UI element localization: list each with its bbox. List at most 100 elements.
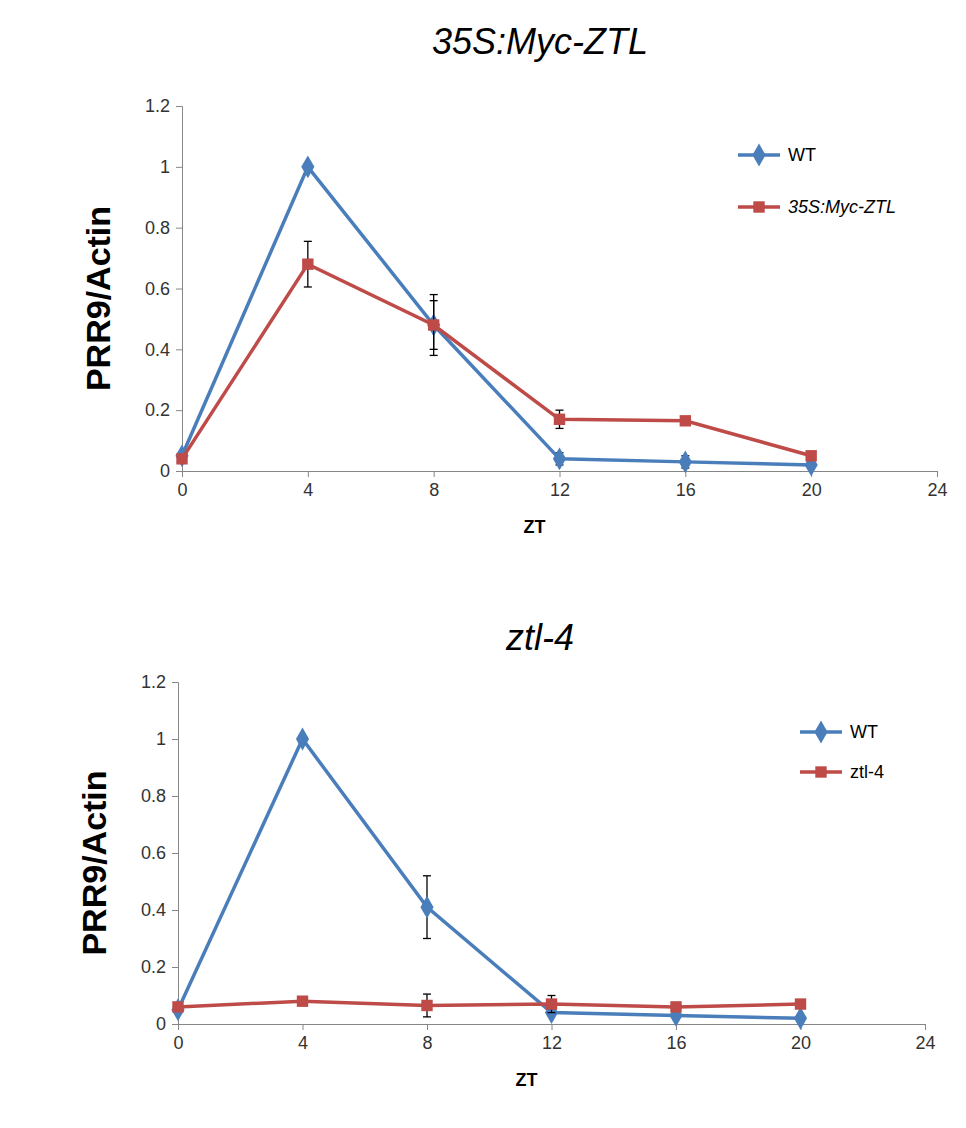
x-tick-mark [308, 471, 309, 477]
y-axis: 00.20.40.60.811.2 [141, 672, 179, 1034]
error-cap [430, 294, 438, 295]
x-tick-label: 0 [177, 480, 187, 500]
y-tick-label: 0.4 [145, 340, 170, 360]
error-cap [430, 355, 438, 356]
y-tick: 0 [156, 1014, 178, 1034]
x-tick-mark [552, 1024, 553, 1030]
x-tick: 24 [927, 471, 947, 500]
legend: WT 35S:Myc-ZTL [738, 144, 896, 217]
legend-marker [753, 201, 764, 212]
x-axis-line [179, 1025, 926, 1031]
marker [553, 447, 566, 470]
x-tick-mark [427, 1024, 428, 1030]
plot-area [175, 155, 817, 476]
x-tick: 0 [177, 471, 187, 500]
x-tick-label: 20 [802, 480, 822, 500]
x-tick-label: 8 [422, 1033, 432, 1053]
x-tick-mark [560, 471, 561, 477]
legend-item: 35S:Myc-ZTL [738, 197, 896, 217]
y-tick-label: 0.4 [141, 900, 166, 920]
legend-marker [815, 766, 826, 777]
y-tick: 0.2 [145, 400, 182, 420]
x-tick-label: 24 [915, 1033, 935, 1053]
x-tick-label: 20 [791, 1033, 811, 1053]
chart: 35S:Myc-ZTL0481216202400.20.40.60.811.2Z… [79, 21, 948, 537]
y-tick-mark [176, 471, 182, 472]
y-tick: 0.2 [141, 957, 178, 977]
y-tick-mark [172, 739, 178, 740]
y-tick-label: 1.2 [145, 96, 170, 116]
y-tick-label: 1 [160, 157, 170, 177]
plot-area [171, 728, 807, 1030]
y-tick-mark [172, 910, 178, 911]
marker [680, 415, 691, 426]
y-tick: 0.4 [145, 340, 182, 360]
y-tick-label: 1 [156, 729, 166, 749]
marker [554, 414, 565, 425]
marker [670, 1001, 681, 1012]
x-tick: 12 [550, 471, 570, 500]
legend: WT ztl-4 [800, 721, 884, 782]
y-tick-label: 0 [156, 1014, 166, 1034]
y-tick-label: 0 [160, 461, 170, 481]
x-tick: 4 [298, 1024, 308, 1053]
x-tick-label: 16 [666, 1033, 686, 1053]
error-cap [423, 875, 431, 876]
marker [794, 1007, 807, 1030]
y-axis-line [172, 683, 179, 1025]
error-cap [304, 286, 312, 287]
series [176, 241, 817, 464]
x-tick-label: 12 [542, 1033, 562, 1053]
marker [175, 444, 188, 467]
y-tick-mark [172, 682, 178, 683]
y-axis-title: PRR9/Actin [75, 770, 113, 955]
x-tick: 24 [915, 1024, 935, 1053]
x-tick: 0 [173, 1024, 183, 1053]
x-tick: 16 [666, 1024, 686, 1053]
y-tick-mark [172, 967, 178, 968]
x-tick-label: 4 [298, 1033, 308, 1053]
y-tick: 1 [160, 157, 182, 177]
legend-item: WT [800, 721, 878, 744]
y-tick: 0.4 [141, 900, 178, 920]
y-tick-mark [172, 853, 178, 854]
legend-item: ztl-4 [800, 762, 884, 782]
figure: 35S:Myc-ZTL0481216202400.20.40.60.811.2Z… [0, 0, 966, 1128]
series-line [182, 167, 811, 465]
y-tick-mark [172, 1024, 178, 1025]
y-tick: 0.8 [141, 786, 178, 806]
legend-label: WT [788, 145, 816, 165]
error-cap [423, 993, 431, 994]
x-tick-label: 24 [927, 480, 947, 500]
x-tick: 12 [542, 1024, 562, 1053]
x-axis: 04812162024 [177, 471, 947, 500]
marker [301, 155, 314, 178]
y-tick: 0.6 [141, 843, 178, 863]
y-tick: 1 [156, 729, 178, 749]
y-tick-mark [176, 289, 182, 290]
legend-label: WT [850, 722, 878, 742]
title: ztl-4 [505, 617, 574, 658]
y-axis: 00.20.40.60.811.2 [145, 96, 183, 481]
title: 35S:Myc-ZTL [432, 21, 648, 62]
x-tick-mark [925, 1024, 926, 1030]
y-tick-mark [176, 349, 182, 350]
y-tick-mark [172, 796, 178, 797]
legend-item: WT [738, 144, 816, 167]
marker [302, 258, 313, 269]
x-tick: 8 [422, 1024, 432, 1053]
x-tick-mark [303, 1024, 304, 1030]
y-tick-label: 0.6 [141, 843, 166, 863]
error-cap [423, 1016, 431, 1017]
x-tick: 4 [303, 471, 313, 500]
x-tick-label: 12 [550, 480, 570, 500]
marker [795, 998, 806, 1009]
error-cap [304, 241, 312, 242]
y-tick: 0.8 [145, 218, 182, 238]
error-cap [423, 938, 431, 939]
marker [546, 998, 557, 1009]
marker [420, 896, 433, 919]
series [172, 994, 806, 1017]
x-tick-label: 0 [173, 1033, 183, 1053]
legend-marker [814, 721, 827, 744]
